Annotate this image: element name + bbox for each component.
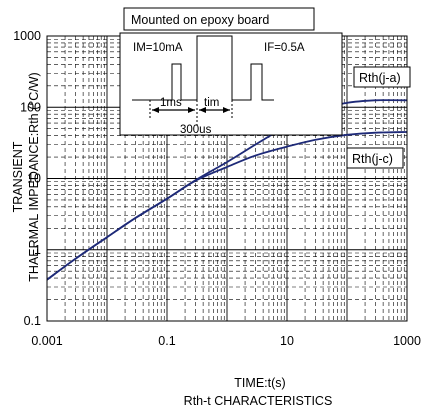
legend-rth-jc: Rth(j-c)	[346, 147, 404, 169]
series-line-rth-j-c-	[46, 131, 408, 281]
inset-im-label: IM=10mA	[133, 42, 183, 54]
inset-diagram: Mounted on epoxy board IM=10mA IF=0.5A 1…	[119, 7, 343, 136]
legend-box	[353, 66, 411, 88]
x-axis-title: TIME:t(s)	[234, 376, 285, 390]
inset-arrowhead	[188, 107, 195, 113]
y-tick-label: 0.1	[24, 314, 41, 328]
y-tick-label: 10	[27, 172, 41, 186]
chart-caption: Rth-t CHARACTERISTICS	[184, 394, 333, 408]
inset-waveform	[132, 35, 274, 101]
legend-label: Rth(j-c)	[352, 152, 393, 166]
legend-rth-ja: Rth(j-a)	[353, 66, 411, 88]
inset-box	[119, 32, 343, 136]
y-axis-title-line2: THAERMAL IMPEDANCE:Rth (°C/W)	[27, 72, 41, 281]
tick-labels: 0.001 0.1 10 1000 0.1 1 10 100 1000	[13, 29, 421, 348]
legend-box	[346, 147, 404, 169]
y-tick-label: 1000	[13, 29, 41, 43]
x-tick-label: 1000	[393, 334, 421, 348]
inset-if-label: IF=0.5A	[264, 42, 305, 54]
inset-title-box	[123, 7, 315, 31]
inset-tim-label: tim	[204, 97, 219, 109]
x-tick-label: 0.001	[31, 334, 62, 348]
inset-300us-label: 300us	[180, 124, 212, 136]
y-tick-label: 100	[20, 100, 41, 114]
inset-1ms-label: 1ms	[160, 97, 182, 109]
inset-arrowhead	[152, 107, 159, 113]
legend-label: Rth(j-a)	[359, 71, 401, 85]
curves	[46, 99, 408, 281]
y-axis-title-line1: TRANSIENT	[11, 141, 25, 212]
inset-arrowhead	[223, 107, 230, 113]
x-tick-label: 10	[280, 334, 294, 348]
inset-title: Mounted on epoxy board	[131, 13, 269, 27]
y-tick-label: 1	[34, 243, 41, 257]
inset-arrowhead	[199, 107, 206, 113]
x-tick-label: 0.1	[158, 334, 175, 348]
